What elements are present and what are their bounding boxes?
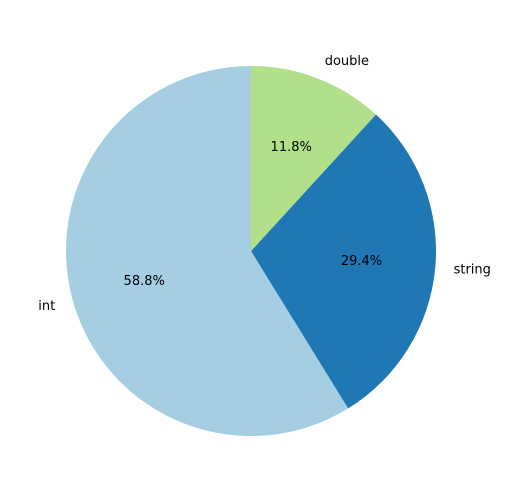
pie-slices (66, 66, 436, 437)
pie-slice-string (251, 114, 436, 409)
pie-percent-label-string: 29.4% (341, 254, 382, 269)
pie-percent-label-double: 11.8% (271, 140, 312, 155)
pie-labels: 58.8% int 29.4% string 11.8% double (38, 54, 491, 314)
pie-category-label-int: int (38, 299, 55, 314)
pie-slice-double (251, 66, 376, 251)
pie-percent-label-int: 58.8% (124, 274, 165, 289)
pie-category-label-double: double (325, 54, 369, 69)
pie-slice-int (66, 66, 349, 437)
pie-category-label-string: string (454, 263, 491, 278)
